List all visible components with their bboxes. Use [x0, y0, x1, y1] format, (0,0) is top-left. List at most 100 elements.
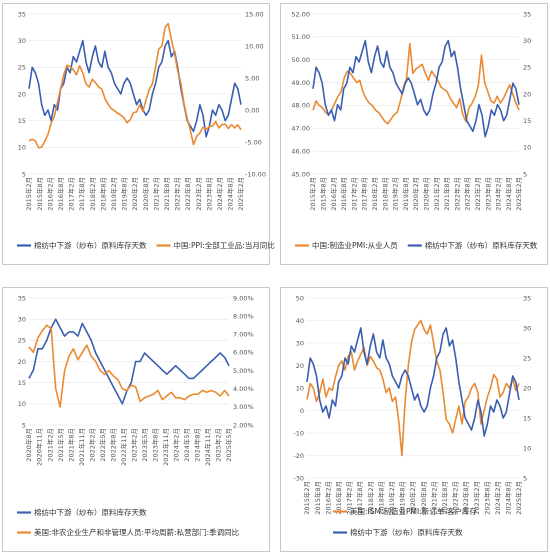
legend-entry: 棉纺中下游（纱布）原料库存天数	[34, 507, 147, 517]
x-tick-label: 2023年8月	[204, 177, 213, 211]
x-tick-label: 2024年2月	[215, 177, 224, 211]
legend-entry: 美国:非农企业生产和非管理人员:平均周薪:私营部门:季调同比	[34, 527, 240, 537]
x-tick-label: 2018年8月	[380, 177, 389, 211]
y-left-tick-label: 30	[18, 315, 26, 323]
x-tick-label: 2021年8月	[442, 177, 451, 211]
y-left-tick-label: 49.00	[291, 79, 310, 87]
x-tick-label: 2020年8月	[419, 481, 428, 515]
chart-cotton-vs-china-ppi: 35 30 25 20 15 10 5 15.00 10.00 5.00 0.00 -5.00 -10.…	[17, 10, 275, 250]
y-left-tick-label: 50.00	[291, 56, 310, 64]
y-left-tick-label: 35	[18, 10, 26, 18]
y-right-tick-label: 10	[523, 144, 531, 152]
series-line	[28, 324, 230, 408]
y-left-tick-label: 30	[296, 339, 304, 347]
y-left-tick-label: 10	[18, 144, 26, 152]
x-tick-label: 2021年8月	[440, 481, 449, 515]
y-right-tick-label: 15	[523, 117, 531, 125]
x-tick-label: 2020年2月	[130, 177, 139, 211]
x-tick-label: 2020年2月	[408, 481, 417, 515]
y-left-tick-label: 20	[296, 362, 304, 370]
y-right-tick-label: 10	[523, 444, 531, 452]
y-right-tick-label: 15.00	[245, 10, 264, 18]
x-tick-label: 2023年2月	[129, 428, 138, 462]
x-tick-label: 2025年5月	[224, 428, 233, 462]
chart-panel-cotton-vs-china-ppi: 35 30 25 20 15 10 5 15.00 10.00 5.00 0.00 -5.00 -10.…	[2, 3, 275, 265]
x-tick-label: 2019年2月	[391, 177, 400, 211]
x-tick-label: 2020年8月	[141, 177, 150, 211]
x-tick-label: 2021年2月	[429, 481, 438, 515]
x-tick-label: 2016年2月	[323, 481, 332, 515]
x-tick-label: 2016年2月	[329, 177, 338, 211]
x-tick-label: 2023年5月	[140, 428, 149, 462]
y-right-tick-label: 5.00%	[233, 367, 254, 375]
x-tick-label: 2021年2月	[432, 177, 441, 211]
y-left-tick-label: 20	[18, 358, 26, 366]
x-tick-label: 2022年8月	[461, 481, 470, 515]
x-tick-label: 2019年2月	[387, 481, 396, 515]
x-tick-label: 2019年8月	[120, 177, 129, 211]
x-tick-label: 2021年8月	[66, 428, 75, 462]
x-tick-label: 2025年2月	[214, 428, 223, 462]
y-left-tick-label: 45.00	[291, 170, 310, 178]
x-tick-label: 2017年8月	[77, 177, 86, 211]
legend-entry: 中国:PPI:全部工业品:当月同比	[174, 240, 276, 250]
x-tick-label: 2022年2月	[87, 428, 96, 462]
series-line	[28, 39, 242, 138]
y-left-tick-label: 0	[300, 407, 304, 415]
y-right-tick-label: 25	[523, 64, 531, 72]
y-right-tick-label: 0.00	[245, 106, 259, 114]
y-left-tick-label: 15	[18, 117, 26, 125]
x-tick-label: 2021年5月	[56, 428, 65, 462]
x-tick-label: 2023年8月	[482, 481, 491, 515]
x-tick-label: 2015年8月	[313, 481, 322, 515]
y-right-tick-label: 30	[523, 37, 531, 45]
x-tick-label: 2023年2月	[473, 177, 482, 211]
x-tick-label: 2015年8月	[35, 177, 44, 211]
y-left-tick-label: -20	[293, 452, 304, 460]
legend-entry: 美国:ISM:制造业PMI:新订单-客户库存	[350, 506, 477, 516]
chart-cotton-vs-us-weekly-earnings: 35 30 25 20 15 10 5 9.00% 8.00% 7.00% 6.00% 5.00% 4.…	[17, 294, 254, 537]
y-left-tick-label: 30	[18, 37, 26, 45]
x-tick-label: 2022年2月	[452, 177, 461, 211]
y-right-tick-label: 3.00%	[233, 403, 254, 411]
x-tick-label: 2018年8月	[376, 481, 385, 515]
chart-china-pmi-employment-vs-cotton: 52.00 51.00 50.00 49.00 48.00 47.00 46.00 45.00…	[291, 10, 538, 250]
x-tick-label: 2017年8月	[360, 177, 369, 211]
x-tick-label: 2018年2月	[366, 481, 375, 515]
x-tick-label: 2024年2月	[493, 481, 502, 515]
y-right-tick-label: 7.00%	[233, 331, 254, 339]
x-tick-label: 2022年11月	[119, 428, 128, 466]
legend-entry: 棉纺中下游（纱布）原料库存天数	[425, 240, 538, 250]
x-tick-label: 2025年2月	[514, 481, 523, 515]
x-tick-label: 2025年2月	[514, 177, 523, 211]
y-right-tick-label: 25	[523, 354, 531, 362]
y-left-tick-label: 20	[18, 90, 26, 98]
legend-entry: 棉纺中下游（纱布）原料库存天数	[34, 240, 147, 250]
x-tick-label: 2017年8月	[355, 481, 364, 515]
x-tick-label: 2016年8月	[339, 177, 348, 211]
y-right-tick-label: 9.00%	[233, 294, 254, 302]
y-left-tick-label: 25	[18, 64, 26, 72]
x-tick-label: 2019年2月	[109, 177, 118, 211]
x-tick-label: 2020年8月	[24, 428, 33, 462]
legend-entry: 棉纺中下游（纱布）原料库存天数	[350, 527, 463, 537]
x-tick-label: 2019年8月	[398, 481, 407, 515]
series-line	[312, 42, 520, 125]
x-tick-label: 2015年2月	[24, 177, 33, 211]
x-tick-label: 2017年2月	[67, 177, 76, 211]
x-tick-label: 2020年2月	[411, 177, 420, 211]
x-tick-label: 2017年2月	[349, 177, 358, 211]
x-tick-label: 2015年2月	[302, 481, 311, 515]
x-tick-label: 2024年8月	[226, 177, 235, 211]
y-left-tick-label: 50	[296, 294, 304, 302]
x-tick-label: 2023年8月	[483, 177, 492, 211]
x-tick-label: 2024年8月	[504, 481, 513, 515]
x-tick-label: 2019年8月	[401, 177, 410, 211]
y-right-tick-label: -10.00	[245, 170, 266, 178]
x-tick-label: 2024年8月	[504, 177, 513, 211]
y-left-tick-label: 47.00	[291, 125, 310, 133]
x-tick-label: 2023年2月	[472, 481, 481, 515]
x-tick-label: 2024年5月	[182, 428, 191, 462]
y-right-tick-label: 10.00	[245, 42, 264, 50]
y-left-tick-label: 5	[22, 421, 26, 429]
